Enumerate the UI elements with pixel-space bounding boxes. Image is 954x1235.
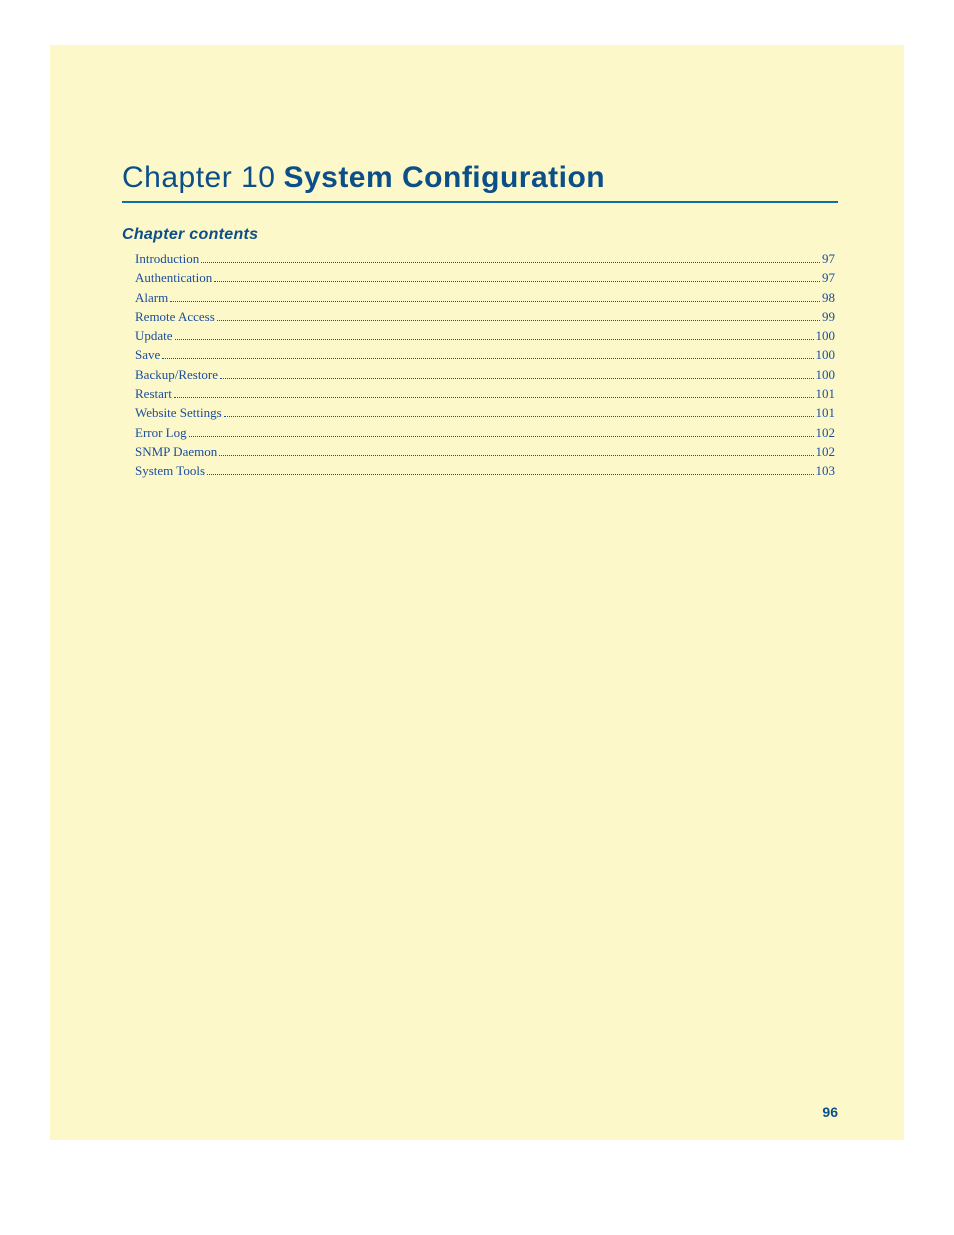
toc-link-save[interactable]: Save — [135, 347, 160, 363]
toc-leader-dots — [214, 281, 820, 282]
toc-row: Backup/Restore 100 — [135, 367, 835, 386]
toc-link-snmp-daemon[interactable]: SNMP Daemon — [135, 444, 217, 460]
toc-page-number[interactable]: 102 — [816, 425, 836, 441]
toc-leader-dots — [220, 378, 813, 379]
toc-row: Website Settings 101 — [135, 405, 835, 424]
toc-row: Introduction 97 — [135, 251, 835, 270]
toc-leader-dots — [174, 397, 814, 398]
toc-page-number[interactable]: 100 — [816, 347, 836, 363]
toc-link-error-log[interactable]: Error Log — [135, 425, 187, 441]
toc-link-system-tools[interactable]: System Tools — [135, 463, 205, 479]
toc-leader-dots — [201, 262, 820, 263]
document-page: Chapter 10 System Configuration Chapter … — [50, 45, 904, 1140]
toc-link-alarm[interactable]: Alarm — [135, 290, 168, 306]
toc-link-restart[interactable]: Restart — [135, 386, 172, 402]
chapter-heading: Chapter 10 System Configuration — [122, 161, 838, 203]
toc-row: Restart 101 — [135, 386, 835, 405]
toc-leader-dots — [162, 358, 813, 359]
toc-page-number[interactable]: 101 — [816, 386, 836, 402]
toc-page-number[interactable]: 99 — [822, 309, 835, 325]
toc-leader-dots — [175, 339, 814, 340]
toc-leader-dots — [170, 301, 820, 302]
toc-leader-dots — [219, 455, 813, 456]
toc-page-number[interactable]: 101 — [816, 405, 836, 421]
toc-link-website-settings[interactable]: Website Settings — [135, 405, 222, 421]
toc-link-authentication[interactable]: Authentication — [135, 270, 212, 286]
toc-link-backup-restore[interactable]: Backup/Restore — [135, 367, 218, 383]
toc-link-introduction[interactable]: Introduction — [135, 251, 199, 267]
toc-row: Save 100 — [135, 347, 835, 366]
page-number: 96 — [822, 1104, 838, 1120]
toc-leader-dots — [207, 474, 813, 475]
toc-leader-dots — [189, 436, 814, 437]
toc-page-number[interactable]: 100 — [816, 367, 836, 383]
toc-leader-dots — [217, 320, 820, 321]
toc-row: Authentication 97 — [135, 270, 835, 289]
contents-heading: Chapter contents — [122, 226, 258, 244]
toc-row: System Tools 103 — [135, 463, 835, 482]
toc-page-number[interactable]: 100 — [816, 328, 836, 344]
toc-row: Remote Access 99 — [135, 309, 835, 328]
chapter-prefix: Chapter 10 — [122, 161, 275, 194]
toc-page-number[interactable]: 103 — [816, 463, 836, 479]
toc-page-number[interactable]: 102 — [816, 444, 836, 460]
toc-page-number[interactable]: 97 — [822, 270, 835, 286]
toc-page-number[interactable]: 98 — [822, 290, 835, 306]
table-of-contents: Introduction 97 Authentication 97 Alarm … — [135, 251, 835, 483]
chapter-title: System Configuration — [283, 161, 605, 194]
toc-link-update[interactable]: Update — [135, 328, 173, 344]
toc-row: SNMP Daemon 102 — [135, 444, 835, 463]
toc-row: Error Log 102 — [135, 425, 835, 444]
toc-link-remote-access[interactable]: Remote Access — [135, 309, 215, 325]
toc-page-number[interactable]: 97 — [822, 251, 835, 267]
toc-leader-dots — [224, 416, 814, 417]
toc-row: Update 100 — [135, 328, 835, 347]
toc-row: Alarm 98 — [135, 290, 835, 309]
